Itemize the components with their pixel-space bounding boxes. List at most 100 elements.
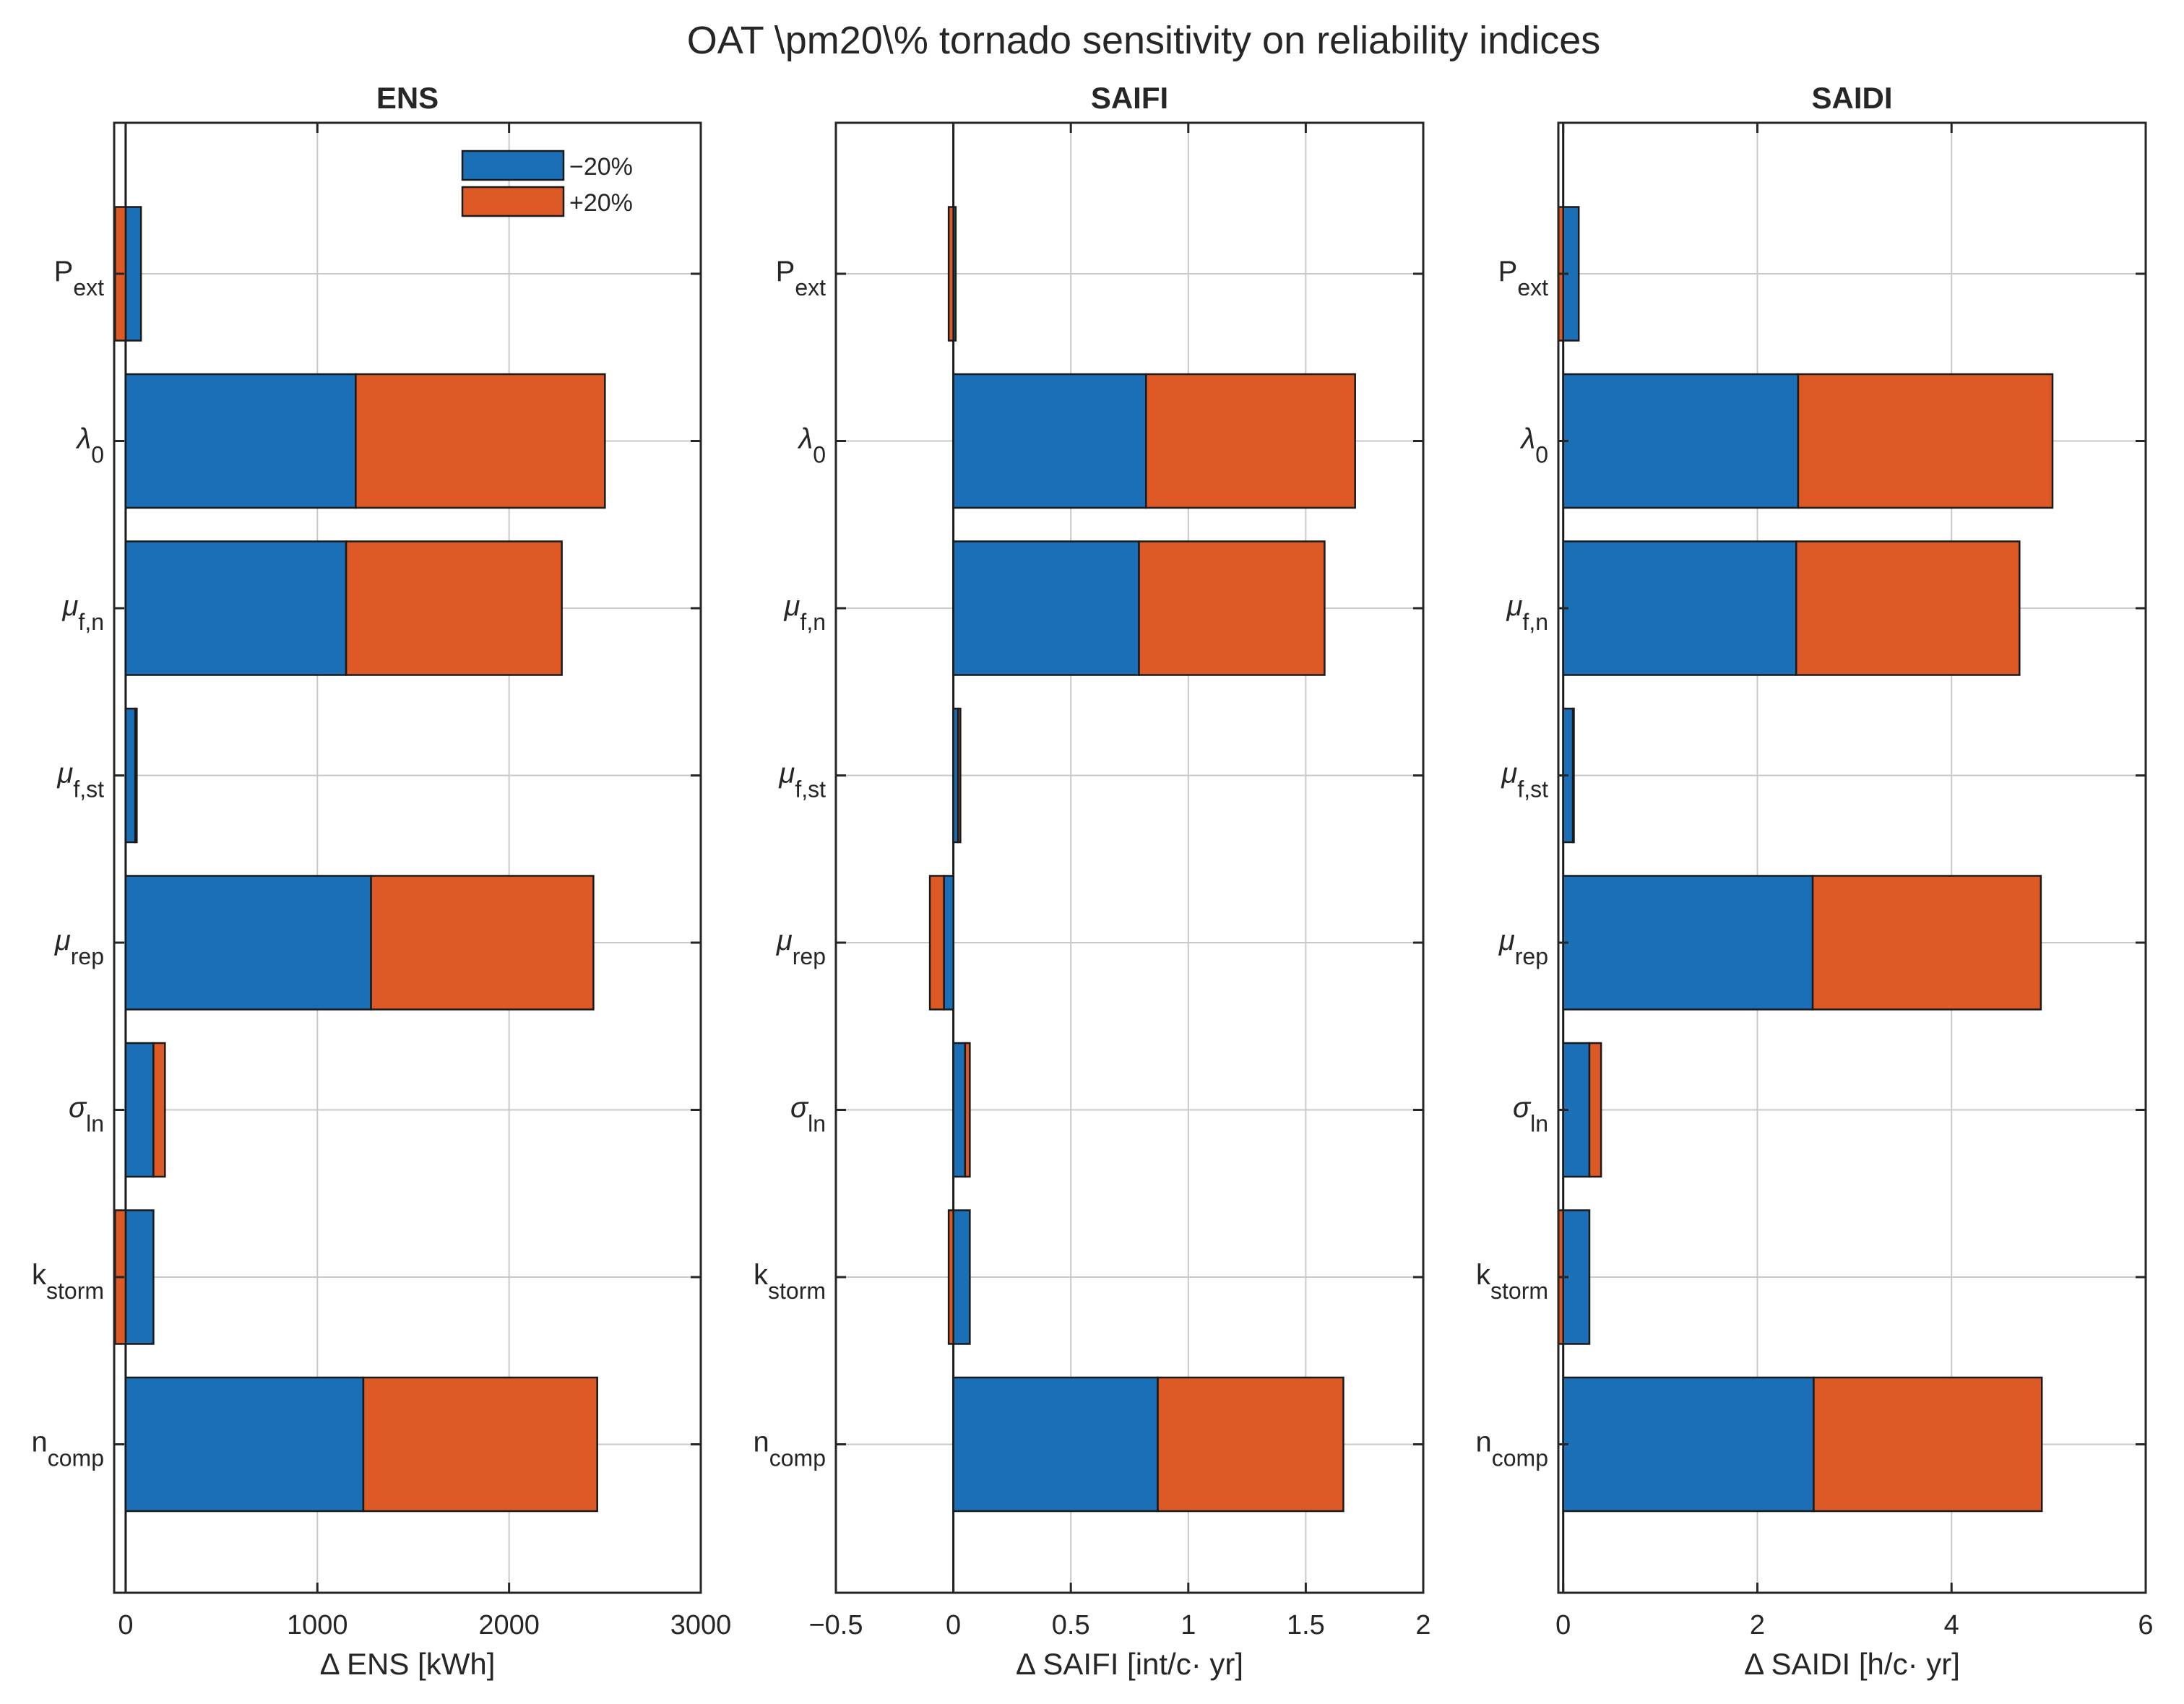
y-tick-label: λ0: [1520, 423, 1548, 468]
y-tick-label-base: μ: [776, 925, 793, 956]
bar-ens-plus20: [370, 875, 595, 1011]
y-tick-label-base: P: [54, 256, 74, 287]
y-tick-label-sub: ln: [1530, 1111, 1548, 1137]
bar-saifi-plus20: [947, 206, 954, 342]
x-tick-label: 2: [1750, 1610, 1765, 1640]
bar-saidi-minus20: [1562, 875, 1814, 1011]
bar-saidi-plus20: [1797, 373, 2054, 509]
y-tick-label-base: λ: [76, 423, 92, 455]
x-axis-label: Δ SAIDI [h/c· yr]: [1744, 1647, 1960, 1681]
y-tick-label-sub: rep: [793, 943, 826, 969]
y-tick-label: Pext: [54, 256, 104, 300]
y-tick-label-base: n: [754, 1427, 769, 1458]
y-tick-label-sub: 0: [91, 442, 104, 468]
bar-saidi-plus20: [1795, 540, 2021, 676]
figure-title: OAT \pm20\% tornado sensitivity on relia…: [687, 19, 1601, 62]
y-tick-label: μrep: [1498, 925, 1548, 969]
y-tick-label-base: μ: [1506, 590, 1523, 622]
y-tick-label-base: μ: [778, 758, 795, 790]
bar-saifi-minus20: [952, 1376, 1159, 1513]
panel-ens: 0 1000 2000 3000Pextλ0μf,nμf,stμrepσlnkstor…: [32, 81, 732, 1681]
bar-saifi-plus20: [947, 1209, 954, 1345]
y-tick-label-base: μ: [784, 590, 800, 622]
legend-swatch-minus20: [461, 150, 565, 181]
y-tick-label: kstorm: [32, 1259, 104, 1304]
panel-saifi: −0.5 0 0.5 1 1.5 2Pextλ0μf,nμf,stμrepσlnkstor…: [754, 81, 1431, 1681]
y-tick-label-sub: ln: [86, 1111, 104, 1137]
y-tick-label: Pext: [1498, 256, 1548, 300]
y-tick-label-base: n: [32, 1427, 48, 1458]
axes-box: [113, 121, 702, 1594]
y-tick-label-base: k: [32, 1259, 47, 1291]
y-tick-label: μf,n: [62, 590, 105, 635]
y-tick-label-base: σ: [1513, 1092, 1532, 1124]
y-tick-label-base: μ: [1501, 758, 1517, 790]
x-tick-label: 2000: [478, 1610, 540, 1640]
y-tick-label: ncomp: [754, 1427, 826, 1471]
y-tick-label-base: P: [1498, 256, 1518, 287]
x-tick-label: 0: [946, 1610, 961, 1640]
y-tick-label-base: σ: [790, 1092, 809, 1124]
bar-ens-plus20: [355, 373, 606, 509]
y-tick-label-base: μ: [1498, 925, 1515, 956]
y-tick-label: σln: [69, 1092, 104, 1137]
bar-ens-minus20: [124, 373, 357, 509]
y-tick-label-sub: f,n: [800, 609, 826, 635]
bar-saifi-minus20: [952, 540, 1140, 676]
y-tick-label-sub: 0: [813, 442, 826, 468]
x-tick-label: 1000: [287, 1610, 348, 1640]
legend-label-minus20: −20%: [569, 153, 633, 181]
x-tick-label: 0: [118, 1610, 133, 1640]
x-tick-label: 0.5: [1052, 1610, 1090, 1640]
y-tick-label-base: k: [1476, 1259, 1491, 1291]
bar-saifi-plus20: [957, 707, 962, 844]
y-tick-label: ncomp: [32, 1427, 105, 1471]
bar-saidi-plus20: [1811, 875, 2042, 1011]
y-tick-label: μf,n: [784, 590, 826, 635]
y-tick-label-base: λ: [1520, 423, 1536, 455]
y-tick-label-sub: ext: [1517, 274, 1548, 300]
panel-saidi: 0 2 4 6Pextλ0μf,nμf,stμrepσlnkstormncompSAI…: [1476, 81, 2154, 1681]
x-tick-label: 4: [1944, 1610, 1959, 1640]
bar-saidi-plus20: [1813, 1376, 2043, 1513]
bar-ens-minus20: [124, 1042, 155, 1178]
y-tick-label-base: σ: [69, 1092, 87, 1124]
panel-title: ENS: [376, 81, 439, 115]
plot-area: [114, 123, 701, 1593]
y-tick-label-sub: comp: [769, 1445, 826, 1471]
axes-box: [834, 121, 1425, 1594]
x-tick-label: 0: [1555, 1610, 1571, 1640]
y-tick-label: Pext: [776, 256, 826, 300]
x-tick-label: 6: [2138, 1610, 2153, 1640]
bar-ens-minus20: [124, 707, 137, 844]
y-tick-label-base: k: [754, 1259, 769, 1291]
y-tick-label-base: λ: [798, 423, 813, 455]
bar-saifi-minus20: [952, 1209, 971, 1345]
bar-saidi-plus20: [1571, 707, 1575, 844]
y-tick-label: σln: [1513, 1092, 1548, 1137]
y-tick-label-sub: comp: [1492, 1445, 1548, 1471]
bar-ens-minus20: [124, 540, 348, 676]
y-tick-label-sub: 0: [1535, 442, 1548, 468]
y-tick-label: λ0: [76, 423, 104, 468]
y-tick-label-sub: comp: [48, 1445, 104, 1471]
plot-area: [836, 123, 1423, 1593]
bar-saidi-plus20: [1588, 1042, 1602, 1178]
bar-saifi-plus20: [928, 875, 945, 1011]
bar-ens-minus20: [124, 206, 142, 342]
x-tick-label: 3000: [670, 1610, 732, 1640]
x-tick-label: −0.5: [808, 1610, 863, 1640]
panel-title: SAIDI: [1811, 81, 1892, 115]
bar-ens-plus20: [345, 540, 563, 676]
y-tick-label-sub: rep: [71, 943, 104, 969]
y-tick-label: μf,st: [56, 758, 104, 803]
y-tick-label: ncomp: [1476, 1427, 1549, 1471]
legend: −20% +20%: [461, 150, 633, 217]
legend-label-plus20: +20%: [569, 189, 633, 217]
bar-saifi-minus20: [952, 1042, 967, 1178]
bar-saidi-minus20: [1562, 540, 1797, 676]
y-tick-label: kstorm: [754, 1259, 826, 1304]
y-tick-label-base: μ: [54, 925, 71, 956]
y-tick-label-base: n: [1476, 1427, 1492, 1458]
plot-area: [1558, 123, 2146, 1593]
